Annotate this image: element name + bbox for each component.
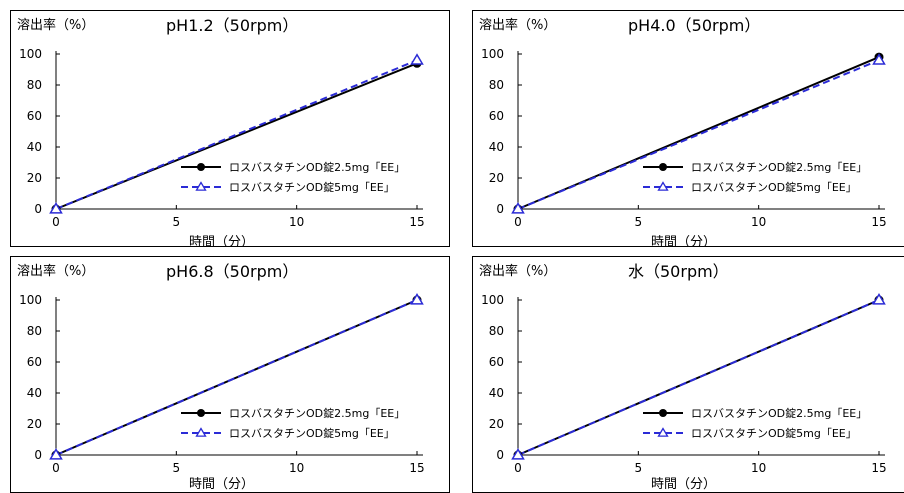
- chart-panel-ph12: 溶出率（%） pH1.2（50rpm） 0 20 40 60 80 100 0 5 10 15 ロス…: [10, 10, 450, 247]
- y-tick-label: 0: [34, 202, 42, 216]
- series-line-2: [55, 59, 418, 210]
- y-tick-label: 0: [496, 448, 504, 462]
- legend-marker-circle: [197, 163, 205, 171]
- data-point-triangle: [872, 293, 886, 305]
- plot-area: 0 20 40 60 80 100 0 5 10 15 ロスバスタチンOD錠2.5mg「EE」ロスバ…: [481, 47, 887, 229]
- series-line-1: [517, 299, 880, 456]
- y-tick-label: 0: [34, 448, 42, 462]
- legend-label-1: ロスバスタチンOD錠2.5mg「EE」: [229, 160, 405, 174]
- x-tick-label: 10: [289, 461, 304, 475]
- data-point-triangle: [511, 448, 525, 460]
- chart-panel-water: 溶出率（%） 水（50rpm） 0 20 40 60 80 100 0 5 10 15 ロスバスタチ…: [472, 256, 904, 493]
- x-tick-label: 5: [635, 215, 643, 229]
- y-tick-label: 20: [489, 417, 504, 431]
- x-axis-label: 時間（分）: [189, 235, 255, 247]
- y-tick-label: 40: [489, 386, 504, 400]
- chart-title: 水（50rpm）: [628, 262, 729, 281]
- chart-panel-ph68: 溶出率（%） pH6.8（50rpm） 0 20 40 60 80 100 0 5 10 15 ロス…: [10, 256, 450, 493]
- x-tick-label: 15: [871, 461, 886, 475]
- y-tick-label: 0: [496, 202, 504, 216]
- y-tick-label: 40: [27, 386, 42, 400]
- x-tick-label: 0: [52, 215, 60, 229]
- y-tick-label: 100: [19, 47, 42, 61]
- x-tick-label: 0: [514, 215, 522, 229]
- data-point-triangle: [511, 202, 525, 214]
- y-tick-label: 60: [27, 109, 42, 123]
- data-point-triangle: [410, 293, 424, 305]
- x-axis-label: 時間（分）: [651, 477, 717, 492]
- series-line-1: [517, 56, 880, 210]
- x-tick-label: 5: [173, 215, 181, 229]
- y-tick-label: 20: [27, 171, 42, 185]
- plot-area: 0 20 40 60 80 100 0 5 10 15 ロスバスタチンOD錠2.5mg「EE」ロスバ…: [19, 293, 425, 475]
- x-axis-label: 時間（分）: [189, 477, 255, 492]
- data-point-triangle: [49, 448, 63, 460]
- x-tick-label: 0: [52, 461, 60, 475]
- legend-marker-triangle: [657, 181, 669, 191]
- x-tick-label: 10: [289, 215, 304, 229]
- legend-label-1: ロスバスタチンOD錠2.5mg「EE」: [229, 406, 405, 420]
- y-tick-label: 100: [481, 293, 504, 307]
- series-line-1: [55, 62, 418, 210]
- data-point-triangle: [410, 53, 424, 65]
- x-tick-label: 10: [751, 461, 766, 475]
- y-tick-label: 80: [489, 78, 504, 92]
- chart-panel-ph40: 溶出率（%） pH4.0（50rpm） 0 20 40 60 80 100 0 5 10 15 ロス…: [472, 10, 904, 247]
- chart-title: pH6.8（50rpm）: [166, 262, 299, 281]
- legend-label-1: ロスバスタチンOD錠2.5mg「EE」: [691, 406, 867, 420]
- legend-marker-circle: [659, 163, 667, 171]
- y-tick-label: 80: [489, 324, 504, 338]
- y-tick-label: 80: [27, 78, 42, 92]
- chart-title: pH1.2（50rpm）: [166, 16, 299, 35]
- y-tick-label: 80: [27, 324, 42, 338]
- y-tick-label: 40: [27, 140, 42, 154]
- y-tick-label: 100: [481, 47, 504, 61]
- y-tick-label: 60: [489, 355, 504, 369]
- data-point-triangle: [49, 202, 63, 214]
- x-tick-label: 0: [514, 461, 522, 475]
- x-tick-label: 5: [173, 461, 181, 475]
- y-tick-label: 20: [27, 417, 42, 431]
- x-tick-label: 5: [635, 461, 643, 475]
- y-tick-label: 60: [489, 109, 504, 123]
- y-tick-label: 20: [489, 171, 504, 185]
- series-line-2: [517, 59, 880, 210]
- legend-marker-triangle: [657, 427, 669, 437]
- series-line-1: [55, 299, 418, 456]
- legend-label-2: ロスバスタチンOD錠5mg「EE」: [229, 180, 395, 194]
- y-tick-label: 40: [489, 140, 504, 154]
- y-axis-label: 溶出率（%）: [479, 18, 557, 33]
- y-axis-label: 溶出率（%）: [479, 264, 557, 279]
- x-tick-label: 15: [409, 215, 424, 229]
- y-tick-label: 100: [19, 293, 42, 307]
- plot-area: 0 20 40 60 80 100 0 5 10 15 ロスバスタチンOD錠2.5mg「EE」ロスバ…: [19, 47, 425, 229]
- legend-label-1: ロスバスタチンOD錠2.5mg「EE」: [691, 160, 867, 174]
- legend-label-2: ロスバスタチンOD錠5mg「EE」: [229, 426, 395, 440]
- x-tick-label: 10: [751, 215, 766, 229]
- x-tick-label: 15: [871, 215, 886, 229]
- y-axis-label: 溶出率（%）: [17, 18, 95, 33]
- legend-marker-triangle: [195, 427, 207, 437]
- legend-marker-triangle: [195, 181, 207, 191]
- legend-label-2: ロスバスタチンOD錠5mg「EE」: [691, 426, 857, 440]
- y-axis-label: 溶出率（%）: [17, 264, 95, 279]
- y-tick-label: 60: [27, 355, 42, 369]
- legend-marker-circle: [197, 409, 205, 417]
- plot-area: 0 20 40 60 80 100 0 5 10 15 ロスバスタチンOD錠2.5mg「EE」ロスバ…: [481, 293, 887, 475]
- chart-title: pH4.0（50rpm）: [628, 16, 761, 35]
- x-axis-label: 時間（分）: [651, 235, 717, 247]
- legend-marker-circle: [659, 409, 667, 417]
- x-tick-label: 15: [409, 461, 424, 475]
- legend-label-2: ロスバスタチンOD錠5mg「EE」: [691, 180, 857, 194]
- data-point-triangle: [872, 53, 886, 65]
